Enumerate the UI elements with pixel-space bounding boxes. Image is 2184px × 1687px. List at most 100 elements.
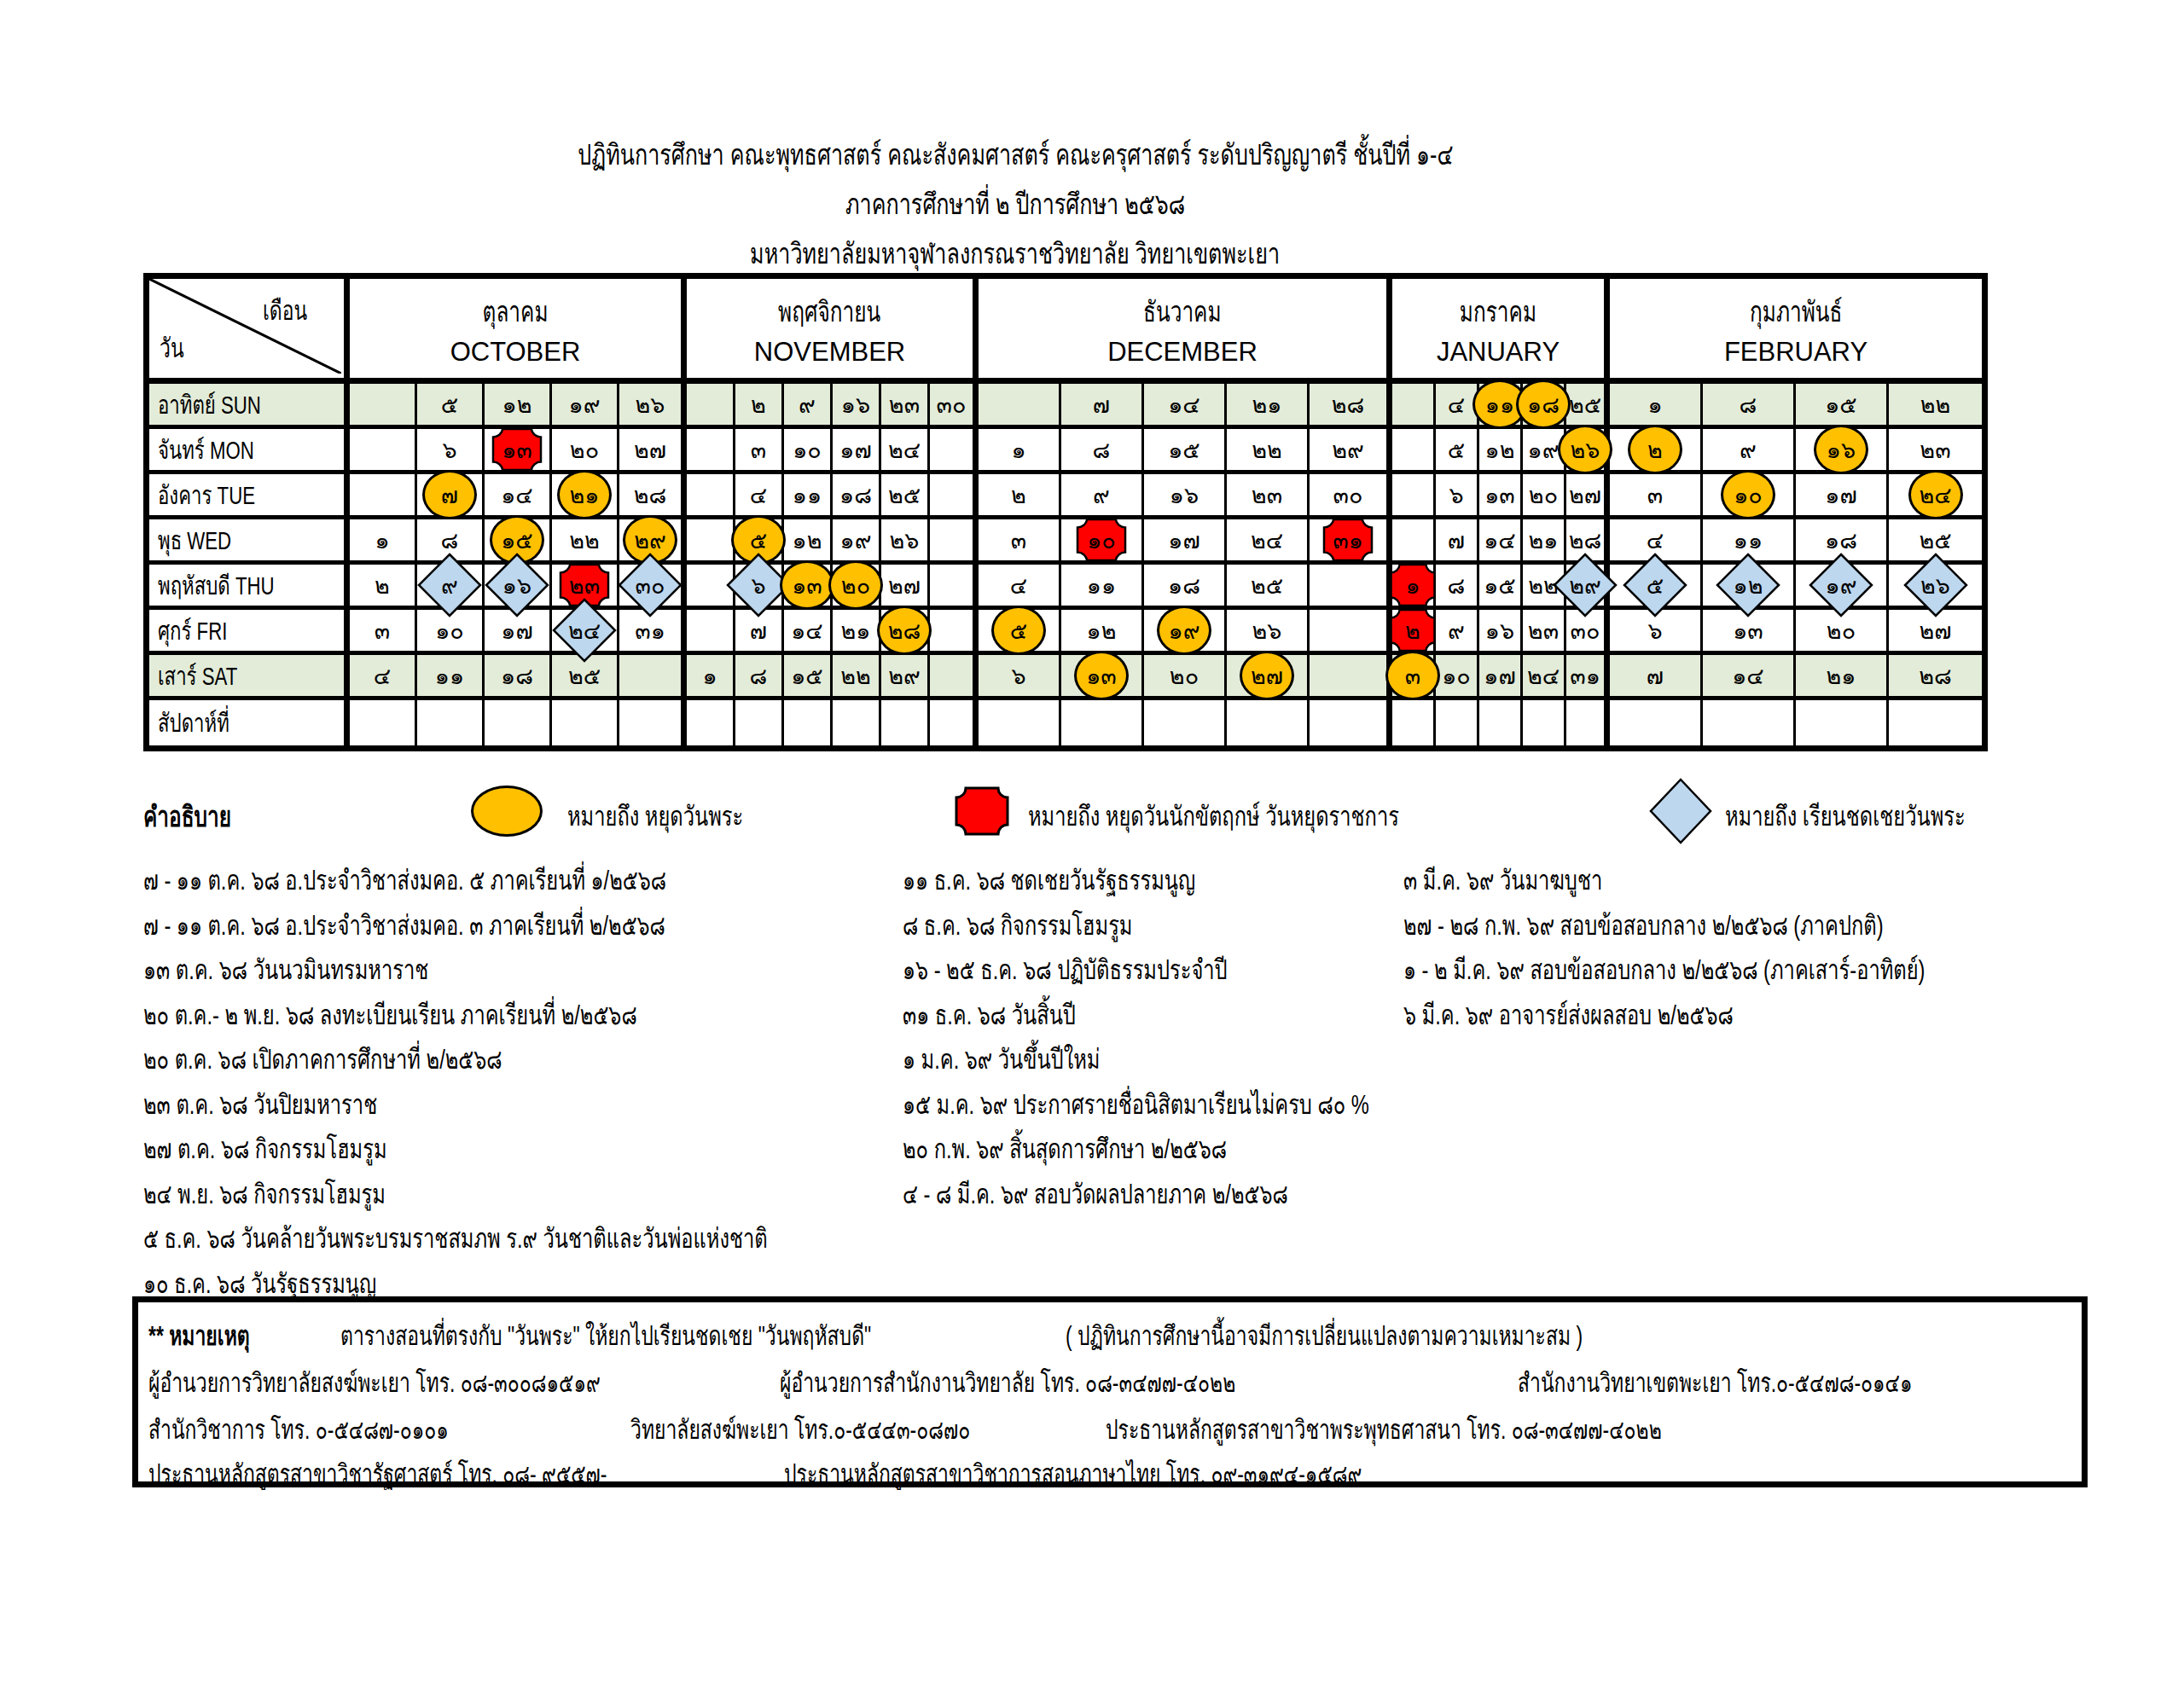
calendar-day-cell: ๒๙: [1310, 429, 1392, 474]
event-line: ๒๐ ก.พ. ๖๙ สิ้นสุดการศึกษา ๒/๒๕๖๘: [903, 1127, 1533, 1172]
day-number: ๑๔: [1732, 658, 1764, 694]
calendar-day-cell: ๑๙: [1144, 610, 1227, 655]
month-header-december: ธันวาคมDECEMBER: [979, 279, 1392, 384]
calendar-day-cell: ๑๓: [1479, 474, 1523, 519]
footer-text-segment: ประธานหลักสูตรสาขาวิชาพระพุทธศาสนา โทร. …: [1106, 1408, 1857, 1451]
day-number: ๖: [1647, 612, 1662, 649]
day-row-label: สัปดาห์ที่: [149, 700, 350, 745]
calendar-day-cell: ๒๑: [1796, 655, 1889, 700]
day-number: ๑: [375, 522, 389, 559]
day-number: ๑๒: [793, 522, 822, 559]
day-number: ๑๕: [791, 658, 823, 694]
calendar-day-cell: ๗: [1610, 655, 1703, 700]
day-number: ๒๙: [1569, 567, 1601, 604]
calendar-day-cell: ๑๑: [784, 474, 833, 519]
calendar-day-cell: ๒: [979, 474, 1061, 519]
day-number: ๑๒: [1485, 432, 1515, 468]
day-number: ๙: [1740, 432, 1757, 468]
day-number: ๑๗: [1168, 522, 1199, 559]
day-number: ๑๗: [839, 432, 871, 468]
calendar-day-cell: ๑๒: [784, 519, 833, 565]
calendar-day-cell: [1392, 519, 1436, 565]
day-number: ๒๓: [1252, 477, 1282, 513]
legend-heading: คำอธิบาย: [143, 794, 262, 839]
event-list-column-3: ๓ มี.ค. ๖๙ วันมาฆบูชา๒๗ - ๒๘ ก.พ. ๖๙ สอบ…: [1403, 858, 2108, 1037]
calendar-day-cell: ๑๗: [1796, 474, 1889, 519]
event-line: ๑๕ ม.ค. ๖๙ ประกาศรายชื่อนิสิตมาเรียนไม่ค…: [903, 1082, 1533, 1128]
day-number: ๒๒: [840, 658, 871, 694]
calendar-day-cell: ๑๐: [1061, 519, 1144, 565]
calendar-day-cell: [1392, 384, 1436, 429]
day-number: ๓๑: [1333, 522, 1363, 559]
calendar-day-cell: [485, 700, 552, 745]
calendar-day-cell: [350, 474, 417, 519]
calendar-day-cell: ๒๗: [1227, 655, 1310, 700]
calendar-day-cell: ๒๐: [1523, 474, 1566, 519]
day-number: ๑: [1011, 432, 1025, 468]
day-row-label: เสาร์ SAT: [149, 655, 350, 700]
month-name-eng: JANUARY: [1437, 337, 1560, 368]
calendar-day-cell: ๑๔: [1703, 655, 1796, 700]
calendar-day-cell: ๒๒: [1889, 384, 1982, 429]
day-number: ๑๖: [1827, 432, 1856, 468]
day-row-label: พุธ WED: [149, 519, 350, 565]
calendar-day-cell: ๖: [417, 429, 485, 474]
calendar-day-cell: ๒๒: [833, 655, 881, 700]
event-line: ๒๗ - ๒๘ ก.พ. ๖๙ สอบข้อสอบกลาง ๒/๒๕๖๘ (ภา…: [1403, 903, 2108, 948]
calendar-day-cell: ๑๘: [1144, 565, 1227, 610]
day-number: ๒๓: [1920, 432, 1950, 468]
calendar-day-cell: ๕: [979, 610, 1061, 655]
legend-yellow-text: หมายถึง หยุดวันพระ: [567, 794, 805, 838]
calendar-day-cell: [687, 384, 735, 429]
calendar-day-cell: ๑: [979, 429, 1061, 474]
calendar-day-cell: ๒๔: [552, 610, 619, 655]
day-number: ๒๒: [569, 522, 600, 559]
footer-text-segment: วิทยาลัยสงฆ์พะเยา โทร.๐-๕๔๔๓-๐๘๗๐: [630, 1408, 1089, 1451]
event-line: ๓ มี.ค. ๖๙ วันมาฆบูชา: [1403, 858, 2108, 903]
calendar-day-cell: [930, 429, 979, 474]
day-number: ๕: [1448, 432, 1465, 468]
notes-box: ** หมายเหตุตารางสอนที่ตรงกับ "วันพระ" ให…: [132, 1296, 2088, 1487]
calendar-day-cell: ๑: [687, 655, 735, 700]
event-list-column-1: ๗ - ๑๑ ต.ค. ๖๘ อ.ประจำวิชาส่งมคอ. ๕ ภาคเ…: [143, 858, 987, 1306]
calendar-day-cell: ๔: [350, 655, 417, 700]
day-number: ๑๗: [1484, 658, 1515, 694]
calendar-day-cell: ๑๔: [485, 474, 552, 519]
calendar-day-cell: [1479, 700, 1523, 745]
event-line: ๒๐ ต.ค.- ๒ พ.ย. ๖๘ ลงทะเบียนเรียน ภาคเรี…: [143, 993, 987, 1038]
event-line: ๑๓ ต.ค. ๖๘ วันนวมินทรมหาราช: [143, 948, 987, 993]
calendar-day-cell: ๒๓: [1889, 429, 1982, 474]
legend-red-text: หมายถึง หยุดวันนักขัตฤกษ์ วันหยุดราชการ: [1028, 794, 1530, 838]
calendar-day-cell: [1796, 700, 1889, 745]
day-number: ๑๓: [1733, 612, 1763, 649]
day-number: ๒: [1647, 432, 1663, 468]
yellow-oval-icon: [471, 786, 543, 837]
calendar-day-cell: ๖: [979, 655, 1061, 700]
day-number: ๒๑: [570, 477, 600, 513]
calendar-day-cell: ๒๙: [1566, 565, 1610, 610]
calendar-day-cell: ๑๖: [485, 565, 552, 610]
calendar-day-cell: ๑๕: [1796, 384, 1889, 429]
calendar-day-cell: ๒๖: [619, 384, 687, 429]
calendar-day-cell: ๒๕: [881, 474, 930, 519]
blue-diamond-icon: [1648, 777, 1713, 845]
day-number: ๒๙: [888, 658, 921, 694]
legend-diamond-text: หมายถึง เรียนชดเชยวันพระ: [1725, 794, 2050, 838]
month-name-thai: กุมภาพันธ์: [1750, 289, 1842, 334]
month-name-eng: DECEMBER: [1107, 337, 1258, 368]
calendar-day-cell: [1061, 700, 1144, 745]
day-number: ๒๖: [636, 386, 665, 423]
event-line: ๒๔ พ.ย. ๖๘ กิจกรรมโฮมรูม: [143, 1172, 987, 1217]
calendar-day-cell: ๒๑: [833, 610, 881, 655]
day-number: ๙: [441, 567, 458, 604]
calendar-day-cell: ๔: [735, 474, 784, 519]
calendar-day-cell: ๑๗: [1144, 519, 1227, 565]
month-name-thai: ตุลาคม: [483, 289, 549, 334]
day-number: ๒๔: [888, 432, 921, 468]
day-number: ๕: [750, 522, 767, 559]
day-number: ๒๑: [1827, 658, 1856, 694]
calendar-day-cell: ๒๕: [1227, 565, 1310, 610]
day-number: ๒๗: [1569, 477, 1601, 513]
calendar-day-cell: ๒๗: [619, 429, 687, 474]
day-number: ๒: [1011, 477, 1026, 513]
